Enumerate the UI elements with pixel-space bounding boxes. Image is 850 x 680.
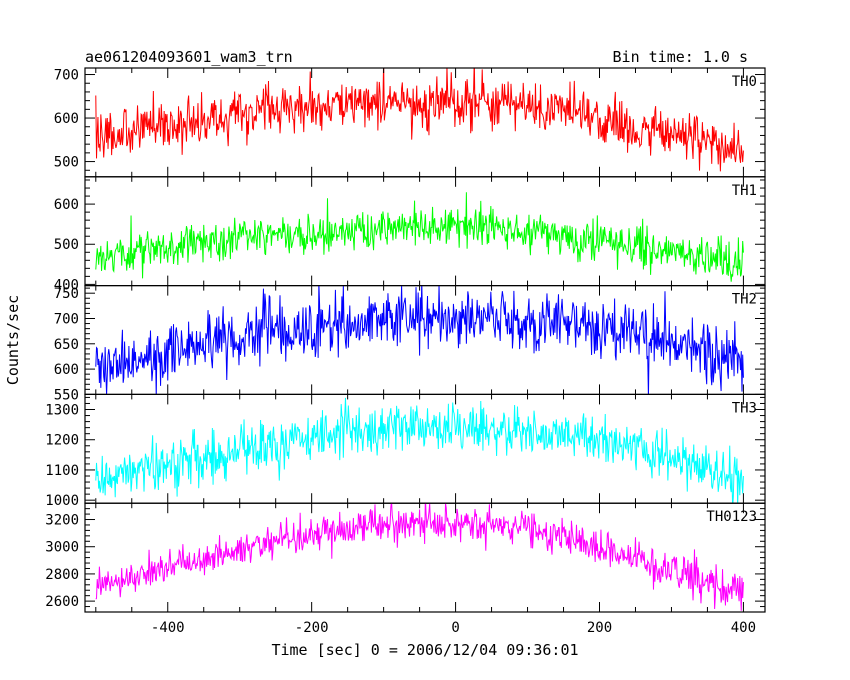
y-tick-label: 550 [54, 387, 79, 403]
x-tick-label: 200 [587, 620, 612, 636]
x-tick-label: -200 [295, 620, 329, 636]
y-tick-label: 1200 [45, 433, 79, 449]
series-line-th0123 [95, 503, 744, 611]
y-tick-label: 600 [54, 111, 79, 127]
x-tick-label: 0 [451, 620, 459, 636]
y-tick-label: 3000 [45, 540, 79, 556]
panel-label: TH0123 [706, 509, 757, 525]
y-tick-label: 3200 [45, 513, 79, 529]
y-axis-label: Counts/sec [4, 295, 22, 385]
y-tick-label: 2800 [45, 567, 79, 583]
panel-th0123: 2600 2800 3000 3200 TH0123 [45, 502, 766, 613]
series-line-th2 [95, 285, 744, 395]
y-tick-label: 400 [54, 277, 79, 293]
panel-label: TH3 [732, 400, 757, 416]
plot-title: ae061204093601_wam3_trn [85, 48, 293, 66]
panel-th0: 500 600 700 TH0 [54, 67, 766, 178]
panel-label: TH2 [732, 292, 757, 308]
x-axis-label: Time [sec] 0 = 2006/12/04 09:36:01 [271, 641, 578, 659]
panel-th2: 550 600 650 700 750 TH2 [54, 285, 766, 403]
panel-label: TH1 [732, 183, 757, 199]
panel-label: TH0 [732, 74, 757, 90]
y-tick-label: 1000 [45, 493, 79, 509]
y-tick-label: 500 [54, 155, 79, 171]
series-line-th1 [95, 192, 744, 282]
x-axis: -400 -200 0 200 400 [151, 620, 756, 636]
series-line-th0 [95, 68, 744, 172]
panel-th3: 1000 1100 1200 1300 TH3 [45, 393, 766, 509]
y-tick-label: 750 [54, 286, 79, 302]
panels-group: 500 600 700 TH0 400 500 600 TH1 550 600 650 700 750 T… [45, 67, 766, 613]
x-tick-label: -400 [151, 620, 185, 636]
y-tick-label: 500 [54, 237, 79, 253]
y-tick-label: 1100 [45, 463, 79, 479]
y-tick-label: 1300 [45, 403, 79, 419]
y-tick-label: 2600 [45, 594, 79, 610]
x-tick-label: 400 [731, 620, 756, 636]
series-line-th3 [95, 397, 744, 504]
y-tick-label: 600 [54, 362, 79, 378]
panel-th1: 400 500 600 TH1 [54, 176, 766, 293]
bin-time-label: Bin time: 1.0 s [613, 48, 748, 66]
y-tick-label: 700 [54, 311, 79, 327]
y-tick-label: 700 [54, 68, 79, 84]
y-tick-label: 650 [54, 337, 79, 353]
y-tick-label: 600 [54, 197, 79, 213]
